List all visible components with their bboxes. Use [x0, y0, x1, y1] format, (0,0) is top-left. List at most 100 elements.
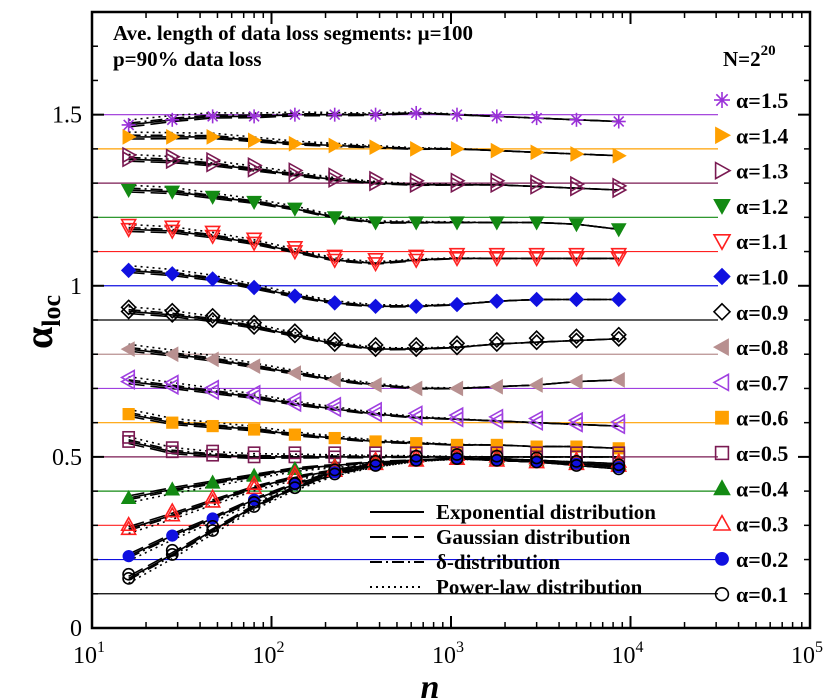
data-point	[368, 107, 383, 122]
data-point	[528, 330, 545, 347]
data-point	[327, 295, 343, 311]
series-legend-entry: α=0.6	[715, 406, 788, 431]
data-point	[163, 506, 181, 522]
data-point	[367, 257, 384, 273]
x-tick-base: 10	[73, 643, 97, 669]
data-point	[204, 229, 222, 245]
data-point	[407, 253, 425, 269]
data-point	[246, 358, 261, 375]
series-legend-label: α=0.8	[736, 335, 788, 360]
data-point	[409, 449, 423, 463]
data-point	[246, 195, 262, 210]
data-point	[448, 252, 466, 268]
data-point	[204, 271, 221, 287]
series-legend-entry: α=1.4	[715, 123, 788, 148]
data-point	[245, 236, 263, 252]
data-point	[163, 224, 181, 240]
x-tick-label: 105	[791, 639, 823, 669]
data-point	[328, 463, 342, 477]
data-point	[611, 114, 626, 129]
data-point	[567, 411, 583, 429]
data-point	[122, 550, 135, 563]
data-point	[245, 314, 263, 331]
data-point	[326, 396, 342, 414]
data-point	[326, 253, 344, 269]
series-curve	[128, 308, 619, 350]
data-point	[120, 262, 137, 279]
data-point	[610, 372, 625, 388]
data-point	[164, 266, 180, 282]
series-legend-entry: α=0.2	[715, 547, 788, 572]
data-point	[120, 520, 137, 536]
y-tick-label: 0.5	[52, 445, 82, 471]
data-point	[568, 373, 583, 390]
data-point	[120, 222, 137, 238]
data-point	[570, 454, 583, 468]
data-point	[327, 107, 342, 122]
data-point	[527, 410, 544, 427]
data-point	[287, 202, 303, 217]
data-point	[408, 380, 423, 397]
data-point	[366, 401, 382, 419]
series-legend-label: α=0.5	[736, 441, 788, 466]
data-point	[165, 148, 181, 166]
data-point	[488, 247, 506, 263]
data-point	[287, 288, 303, 304]
data-point	[204, 492, 222, 508]
series-legend-marker	[715, 552, 729, 566]
series-legend-entry: α=0.4	[713, 476, 788, 501]
y-axis-label: αloc	[16, 295, 66, 349]
data-point	[122, 567, 136, 581]
series-curve	[128, 226, 619, 264]
data-point	[570, 175, 586, 193]
data-point	[488, 252, 506, 268]
data-point	[488, 378, 503, 395]
series-legend-label: α=0.9	[736, 300, 788, 325]
y-tick-label: 1.5	[52, 103, 82, 129]
series-curve	[128, 305, 619, 349]
data-point	[122, 571, 136, 585]
data-point	[288, 446, 302, 460]
data-point	[569, 112, 584, 127]
series-legend-label: α=1.3	[736, 159, 788, 184]
series-legend-marker	[714, 586, 730, 602]
data-point	[369, 459, 382, 472]
data-point	[568, 328, 585, 345]
data-point	[248, 132, 263, 149]
line-style-label: Gaussian distribution	[436, 525, 631, 549]
series-legend-entry: α=1.3	[714, 159, 788, 184]
data-point	[610, 223, 627, 238]
data-point	[568, 247, 585, 263]
x-tick-base: 10	[253, 643, 277, 669]
data-point	[121, 117, 136, 132]
data-point	[530, 174, 546, 191]
x-tick-exponent: 5	[815, 639, 823, 656]
data-point	[119, 369, 136, 386]
data-point	[407, 405, 423, 422]
data-point	[490, 453, 504, 467]
data-point	[450, 172, 466, 190]
data-point	[122, 408, 135, 421]
data-point	[164, 346, 179, 363]
series-legend-label: α=0.4	[736, 476, 788, 501]
series-legend-entry: α=0.5	[714, 441, 788, 466]
data-point	[203, 379, 220, 397]
series-legend-marker	[714, 445, 730, 461]
data-point	[247, 446, 261, 460]
series-legend-label: α=0.2	[736, 547, 788, 572]
data-point	[367, 253, 384, 269]
data-point	[204, 307, 221, 325]
n-label: N=220	[723, 43, 776, 71]
data-point	[528, 247, 546, 263]
data-point	[326, 372, 341, 388]
line-style-label: Exponential distribution	[436, 500, 656, 524]
data-point	[369, 139, 384, 156]
series-legend-marker	[714, 161, 732, 180]
data-point	[122, 430, 136, 444]
series-legend-entry: α=0.1	[714, 582, 788, 607]
line-style-legend-entry: Gaussian distribution	[370, 525, 631, 549]
data-point	[528, 252, 546, 268]
reference-lines	[92, 114, 718, 595]
series-legend-marker	[712, 234, 732, 251]
